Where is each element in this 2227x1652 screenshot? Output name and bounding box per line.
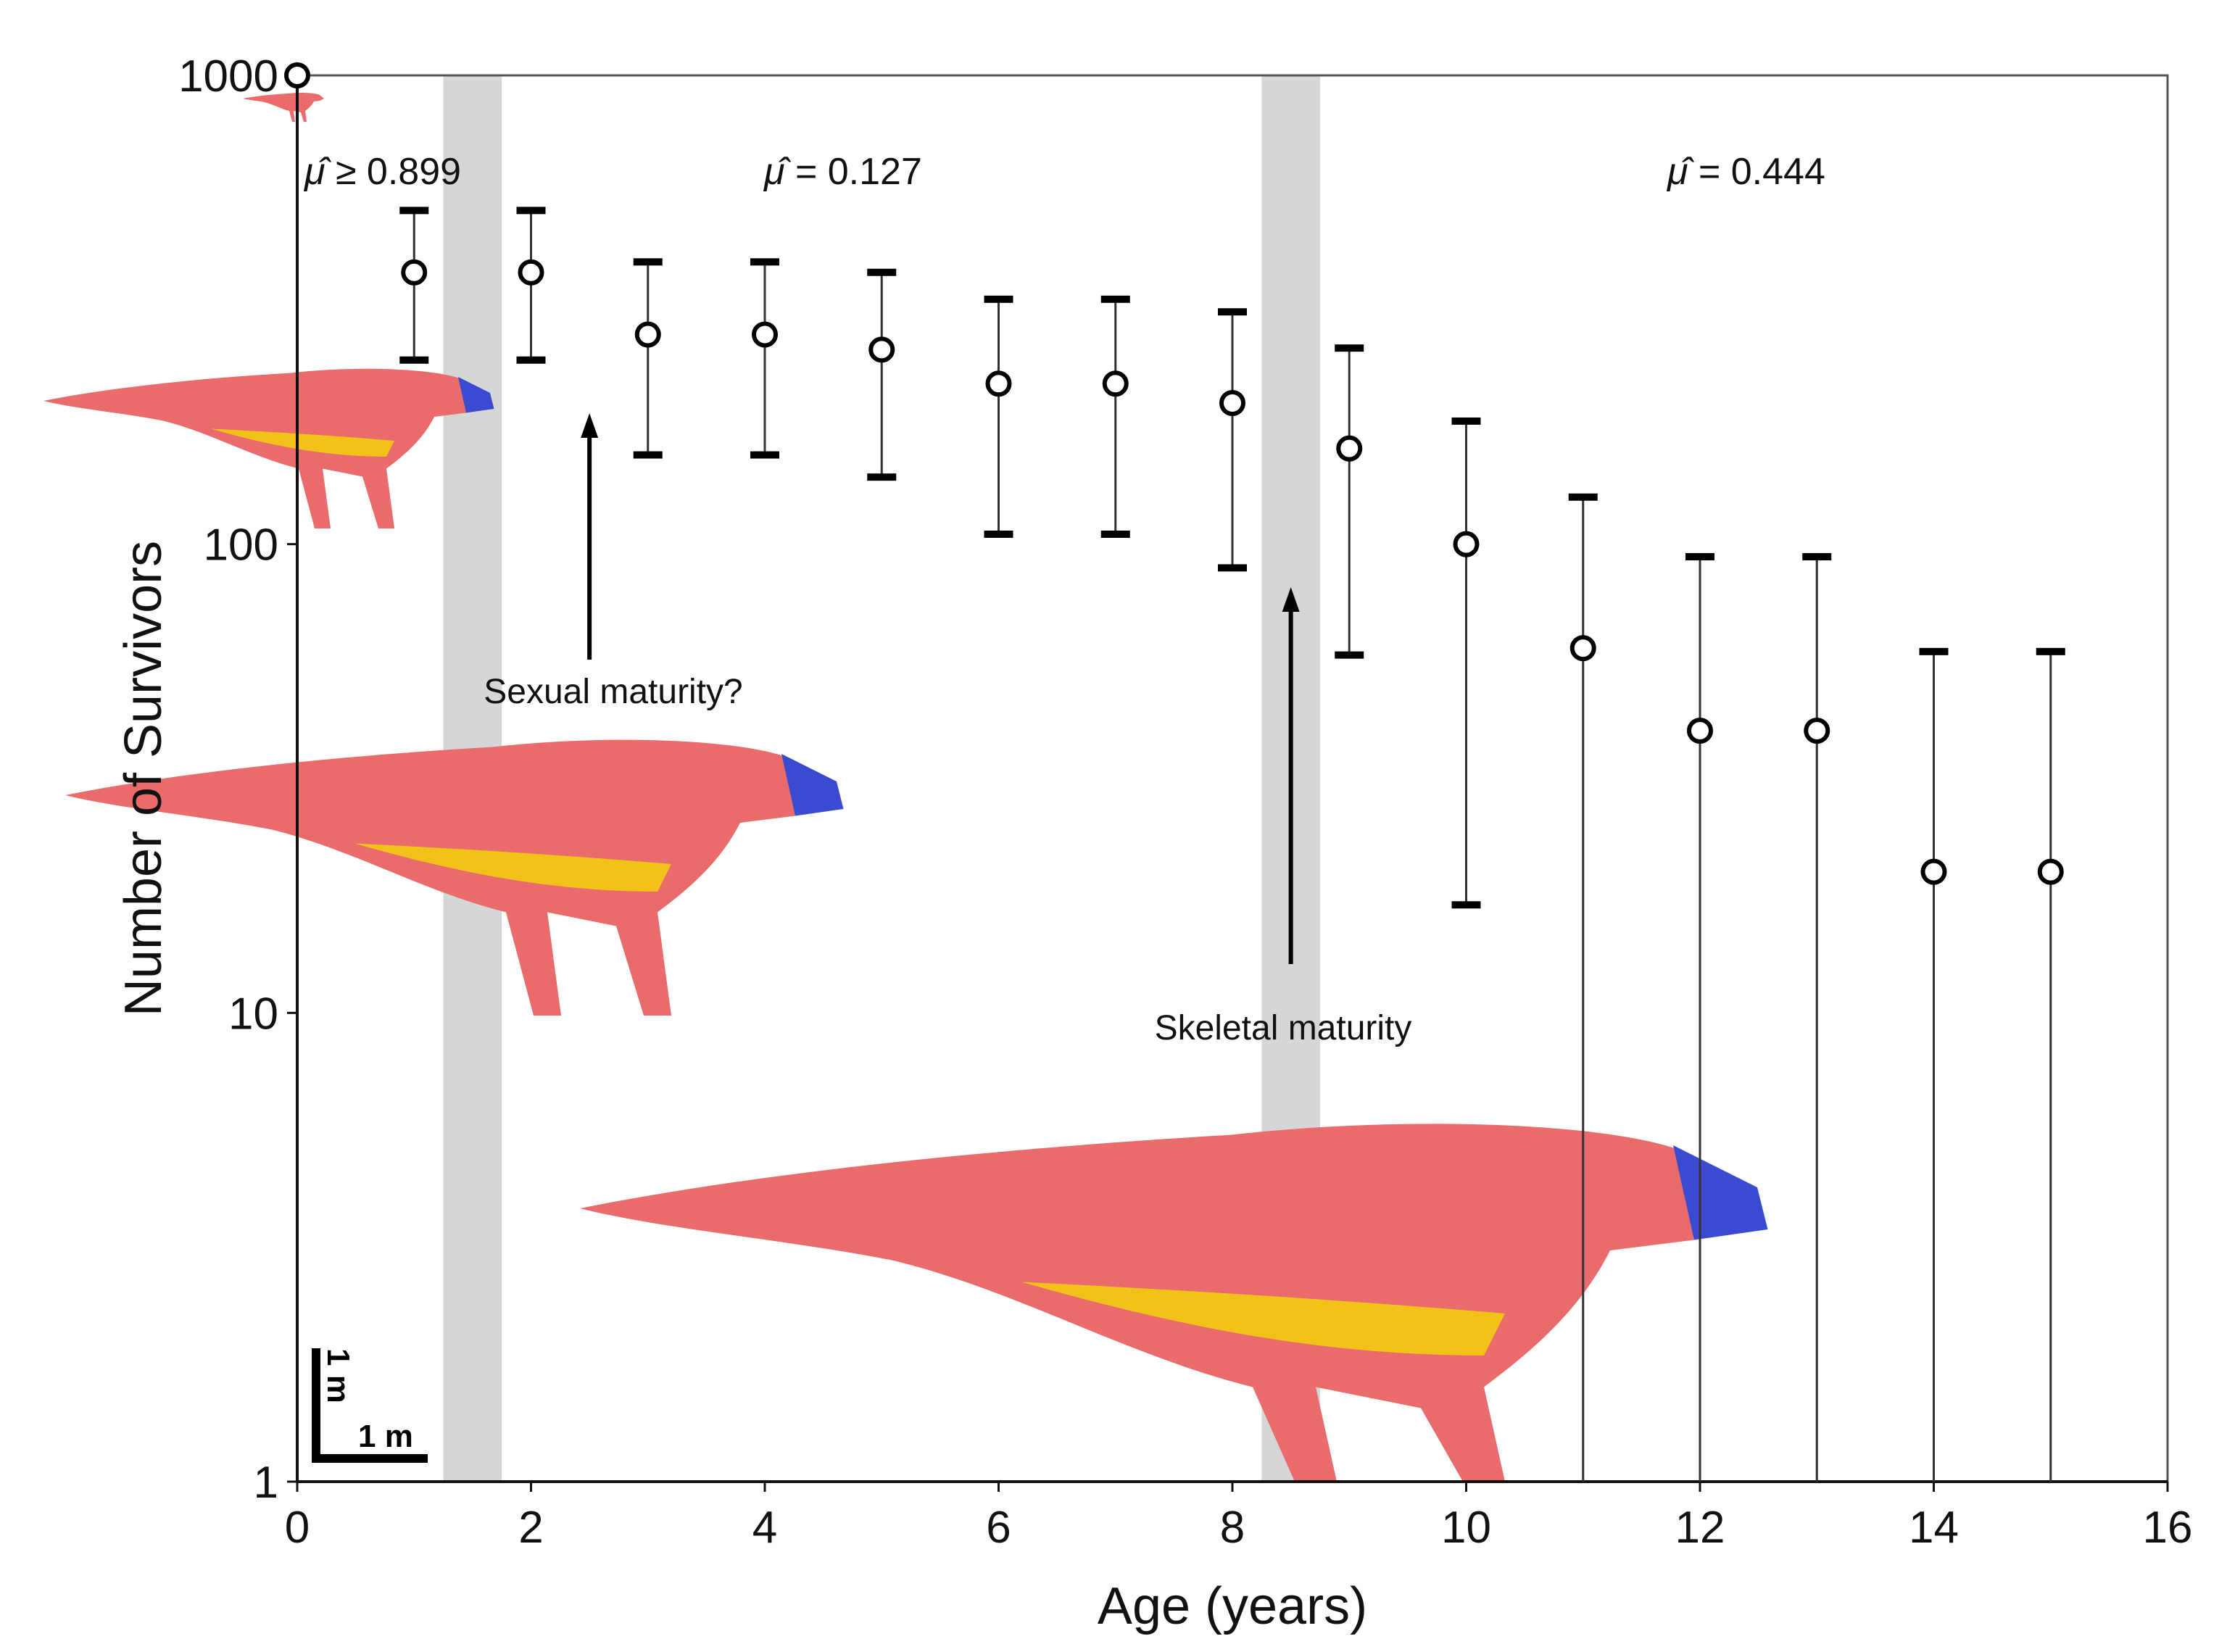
error-cap-upper	[1919, 647, 1949, 655]
x-tick-label: 0	[285, 1503, 310, 1553]
error-cap-lower	[633, 451, 663, 459]
data-point	[1569, 635, 1596, 662]
error-cap-upper	[633, 258, 663, 266]
data-point	[284, 62, 310, 88]
y-tick-label: 100	[204, 520, 278, 570]
data-point	[518, 259, 544, 286]
y-tick-label: 10	[228, 989, 278, 1039]
error-cap-upper	[750, 258, 779, 266]
error-cap-upper	[1335, 344, 1364, 352]
scale-bar-vertical-label: 1 m	[320, 1348, 356, 1403]
error-cap-upper	[1451, 417, 1481, 425]
x-tick-label: 6	[986, 1503, 1011, 1553]
error-cap-upper	[1685, 553, 1714, 561]
data-point	[634, 321, 661, 348]
data-marks	[284, 62, 2065, 1482]
mortality-label: μ̂ = 0.127	[763, 151, 922, 193]
axes: 0 2 4 6 8 10 12 14 16 1 10 100 1000	[178, 51, 2192, 1553]
data-point	[2037, 858, 2064, 885]
annotation-label: Sexual maturity?	[484, 673, 743, 711]
adult-silhouette	[580, 1124, 1768, 1482]
x-tick-label: 14	[1909, 1503, 1959, 1553]
data-point	[1102, 370, 1129, 397]
error-cap-upper	[516, 207, 546, 215]
data-point	[1453, 531, 1480, 557]
error-cap-lower	[1451, 901, 1481, 909]
error-cap-upper	[2036, 647, 2065, 655]
error-cap-lower	[1218, 564, 1247, 572]
text-labels: Age (years) Number of Survivors μ̂ ≥ 0.8…	[115, 151, 1825, 1635]
error-cap-upper	[399, 207, 429, 215]
data-point	[1336, 435, 1363, 462]
data-point	[868, 336, 895, 363]
data-point	[1219, 390, 1245, 417]
annotation-label: Skeletal maturity	[1155, 1009, 1412, 1047]
error-cap-lower	[750, 451, 779, 459]
error-cap-upper	[1100, 295, 1130, 303]
data-point	[985, 370, 1012, 397]
arrowhead-icon	[581, 413, 599, 438]
error-cap-upper	[867, 268, 897, 276]
data-point	[1687, 718, 1713, 744]
error-cap-lower	[1335, 651, 1364, 659]
data-point	[752, 321, 778, 348]
mortality-label: μ̂ = 0.444	[1666, 151, 1825, 193]
x-tick-label: 2	[518, 1503, 543, 1553]
scale-bar: 1 m 1 m	[312, 1348, 428, 1463]
x-axis-label: Age (years)	[1098, 1577, 1367, 1635]
data-point	[1804, 718, 1830, 744]
error-cap-lower	[984, 530, 1013, 538]
error-cap-lower	[1100, 530, 1130, 538]
error-cap-lower	[867, 473, 897, 481]
x-tick-label: 4	[752, 1503, 777, 1553]
y-tick-label: 1000	[178, 51, 278, 101]
error-cap-upper	[984, 295, 1013, 303]
error-cap-upper	[1802, 553, 1832, 561]
dinosaur-silhouettes	[43, 92, 1768, 1482]
juvenile-silhouette	[43, 368, 494, 528]
data-point	[401, 259, 428, 286]
arrowhead-icon	[1282, 587, 1300, 612]
error-cap-lower	[399, 356, 429, 364]
mortality-label: μ̂ ≥ 0.899	[303, 151, 461, 193]
error-cap-upper	[1568, 493, 1598, 501]
x-tick-label: 16	[2143, 1503, 2193, 1553]
x-tick-label: 12	[1675, 1503, 1725, 1553]
subadult-silhouette	[65, 739, 844, 1016]
error-cap-lower	[516, 356, 546, 364]
x-tick-label: 8	[1220, 1503, 1245, 1553]
scale-bar-horizontal-label: 1 m	[358, 1419, 413, 1454]
hatchling-silhouette	[243, 92, 324, 122]
y-tick-label: 1	[254, 1458, 278, 1508]
x-tick-label: 10	[1441, 1503, 1491, 1553]
y-axis-label: Number of Survivors	[115, 541, 173, 1016]
data-point	[1920, 858, 1947, 885]
error-cap-upper	[1218, 308, 1247, 316]
